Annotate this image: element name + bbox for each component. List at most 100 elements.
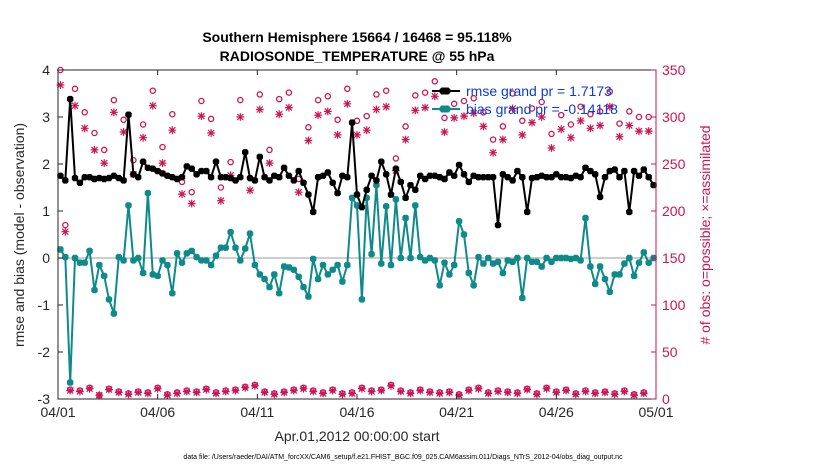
y-right-tick-label: 300: [662, 109, 686, 125]
y-right-tick-label: 0: [662, 391, 670, 407]
rmse-point: [538, 172, 545, 179]
bias-point: [212, 252, 220, 259]
rmse-point: [504, 174, 511, 181]
chart-title-line-2: RADIOSONDE_TEMPERATURE @ 55 hPa: [220, 48, 495, 64]
obs-possible-point: [256, 91, 264, 98]
axes-ticks: 04/01 04/06 04/11 04/16 04/21 04/26 05/01 -3 -2 -…: [38, 62, 686, 420]
rmse-point: [246, 174, 254, 182]
bias-point: [178, 259, 186, 266]
obs-assimilated-point: [440, 128, 449, 136]
bias-point: [426, 254, 434, 262]
bias-point: [412, 202, 419, 209]
obs-assimilated-point: [182, 387, 191, 396]
bias-point: [276, 290, 283, 297]
rmse-point: [626, 208, 633, 216]
bias-point: [626, 254, 633, 262]
bias-point: [640, 249, 647, 256]
obs-assimilated-point: [71, 101, 79, 110]
bias-point: [261, 275, 268, 283]
bias-point: [334, 261, 341, 269]
obs-assimilated-point: [212, 389, 220, 398]
obs-possible-point: [557, 111, 565, 119]
obs-assimilated-point: [576, 116, 585, 125]
obs-assimilated-point: [557, 125, 566, 134]
rmse-point: [640, 166, 647, 173]
obs-assimilated-point: [494, 387, 502, 396]
obs-possible-point: [538, 98, 545, 106]
rmse-point: [344, 174, 351, 181]
bias-point: [421, 257, 429, 264]
obs-assimilated-point: [523, 385, 532, 394]
rmse-point: [271, 172, 278, 179]
rmse-point: [237, 174, 244, 181]
bias-point: [601, 275, 609, 283]
obs-possible-point: [519, 117, 526, 125]
legend-bias-label: bias grand pr = -0.14118: [466, 101, 618, 117]
obs-assimilated-point: [552, 388, 561, 397]
obs-possible-point: [509, 90, 516, 97]
obs-assimilated-point: [489, 148, 497, 157]
rmse-point: [606, 167, 613, 175]
bias-point: [91, 286, 98, 294]
bias-point: [596, 263, 604, 270]
rmse-point: [188, 165, 195, 172]
rmse-point: [198, 167, 205, 175]
bias-point: [115, 253, 122, 261]
bias-point: [417, 253, 424, 261]
x-tick-label: 04/21: [439, 404, 474, 420]
rmse-point: [407, 182, 414, 189]
obs-possible-point: [616, 120, 623, 127]
obs-assimilated-point: [401, 135, 410, 144]
rmse-point: [528, 174, 536, 182]
rmse-point: [553, 171, 560, 178]
obs-assimilated-point: [445, 388, 454, 397]
obs-possible-point: [606, 88, 614, 95]
rmse-point: [261, 174, 268, 181]
obs-possible-point: [421, 89, 429, 96]
obs-assimilated-point: [508, 104, 517, 113]
obs-assimilated-point: [114, 388, 123, 397]
obs-assimilated-point: [66, 386, 75, 395]
rmse-point: [105, 174, 113, 182]
obs-assimilated-point: [615, 132, 624, 141]
bias-point: [169, 290, 176, 297]
obs-possible-point: [198, 97, 205, 105]
bias-point: [592, 280, 599, 288]
rmse-point: [256, 153, 263, 161]
rmse-point: [494, 221, 502, 229]
rmse-point: [558, 174, 565, 181]
obs-assimilated-point: [56, 81, 65, 89]
x-tick-label: 04/06: [140, 404, 175, 420]
rmse-point: [592, 171, 599, 178]
rmse-point: [339, 172, 346, 179]
obs-assimilated-point: [105, 385, 113, 394]
rmse-point: [57, 172, 64, 179]
obs-assimilated-point: [605, 102, 614, 111]
obs-assimilated-point: [596, 121, 604, 130]
rmse-point: [426, 172, 434, 179]
obs-assimilated-point: [124, 390, 133, 399]
bias-point: [183, 250, 190, 257]
rmse-point: [295, 167, 302, 175]
bias-point: [81, 259, 88, 266]
bias-point: [383, 203, 390, 210]
obs-possible-point: [470, 94, 477, 102]
rmse-point: [266, 177, 273, 184]
bias-point: [86, 247, 93, 255]
obs-possible-point: [587, 110, 594, 118]
bias-point: [494, 258, 502, 265]
obs-assimilated-point: [586, 124, 595, 133]
bias-point: [387, 261, 395, 269]
obs-assimilated-point: [353, 131, 361, 139]
rmse-point: [373, 177, 380, 184]
bias-point: [446, 271, 453, 278]
rmse-point: [164, 172, 171, 179]
rmse-point: [222, 174, 229, 181]
obs-assimilated-point: [110, 108, 118, 117]
obs-assimilated-point: [241, 383, 250, 392]
rmse-point: [480, 174, 487, 181]
rmse-point: [392, 165, 400, 172]
obs-assimilated-point: [460, 112, 468, 120]
bias-point: [582, 214, 589, 222]
bias-point: [558, 254, 565, 262]
